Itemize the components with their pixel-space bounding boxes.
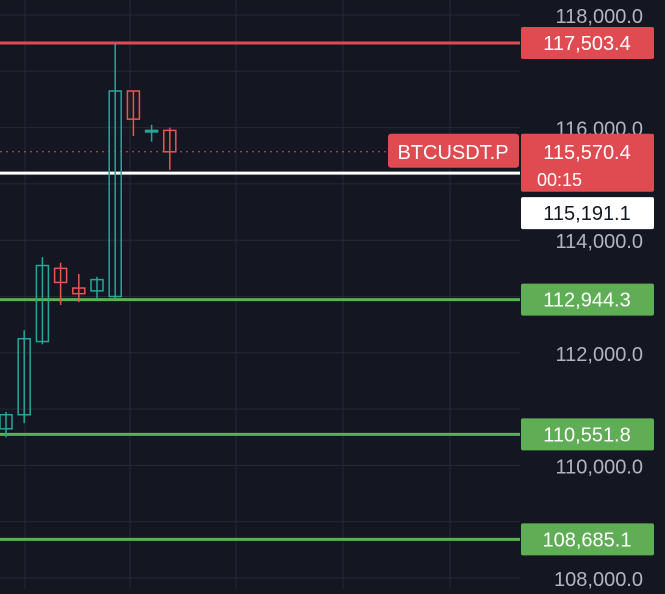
price-label-marker: 115,191.1 — [521, 197, 654, 230]
price-label-support-text: 108,685.1 — [543, 529, 632, 551]
price-axis: 118,000.0116,000.0114,000.0112,000.0110,… — [554, 6, 644, 591]
symbol-tag: BTCUSDT.P — [388, 133, 519, 168]
price-label-marker-box — [521, 197, 654, 230]
candle-body — [53, 267, 68, 284]
price-label-support-text: 112,944.3 — [543, 290, 631, 312]
candle — [0, 411, 13, 438]
y-tick-label: 112,000.0 — [556, 344, 644, 366]
grid-layer — [0, 0, 520, 589]
last-price-label: 115,570.4 00:15 — [521, 133, 654, 192]
candle-body — [17, 337, 31, 416]
y-tick-label: 110,000.0 — [556, 456, 644, 478]
candle-body — [108, 90, 122, 298]
candle — [35, 257, 50, 345]
candle-body — [0, 413, 13, 430]
y-tick-label: 118,000.0 — [556, 6, 644, 28]
candle-body — [126, 90, 141, 120]
price-label-support-box — [521, 283, 654, 316]
y-tick-label: 114,000.0 — [556, 231, 644, 253]
candle-body — [90, 278, 104, 292]
price-label-support: 108,685.1 — [521, 523, 654, 556]
countdown-text: 00:15 — [537, 170, 582, 190]
price-label-resistance: 117,503.4 — [521, 26, 654, 59]
symbol-tag-box — [388, 133, 519, 168]
candle — [53, 262, 68, 305]
candle — [72, 273, 86, 303]
price-labels: 117,503.4 115,191.1 112,944.3 110,551.8 108,… — [388, 26, 654, 556]
candle — [144, 124, 159, 142]
price-label-support: 112,944.3 — [521, 283, 654, 316]
last-price-text: 115,570.4 — [543, 142, 631, 164]
candle — [163, 127, 177, 170]
candle — [90, 276, 104, 300]
candle-body — [144, 129, 159, 133]
candle — [108, 42, 122, 300]
candle-body — [72, 287, 86, 295]
y-tick-label: 108,000.0 — [554, 569, 643, 589]
price-label-support-box — [521, 523, 654, 556]
price-label-marker-text: 115,191.1 — [543, 203, 631, 225]
last-price-box — [521, 133, 654, 192]
candle-body — [163, 129, 177, 153]
price-label-support-box — [521, 418, 654, 451]
price-label-resistance-text: 117,503.4 — [543, 33, 631, 55]
price-lines — [0, 41, 520, 541]
candle-body — [35, 264, 50, 343]
symbol-tag-text: BTCUSDT.P — [397, 142, 508, 164]
candle — [126, 90, 141, 137]
candles — [0, 42, 177, 438]
price-label-support: 110,551.8 — [521, 418, 654, 451]
price-label-resistance-box — [521, 26, 654, 59]
candle — [17, 330, 31, 424]
price-label-support-text: 110,551.8 — [543, 424, 631, 446]
